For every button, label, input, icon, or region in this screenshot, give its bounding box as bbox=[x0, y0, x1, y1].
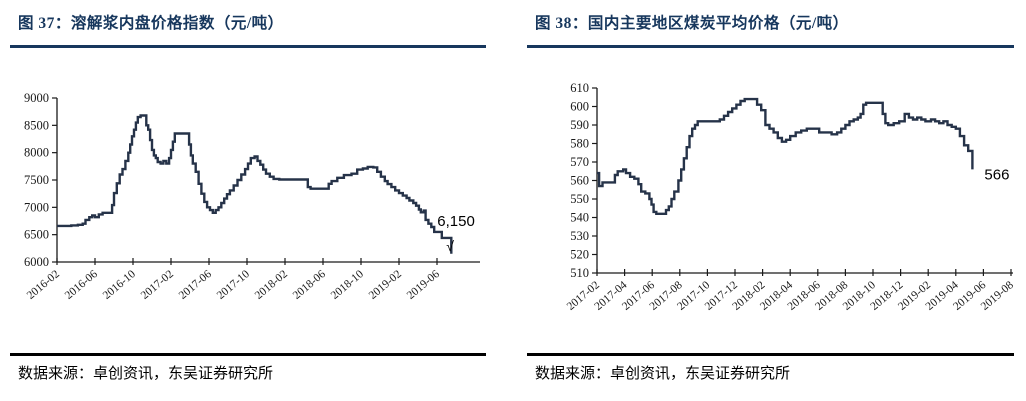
source-divider bbox=[10, 353, 486, 356]
x-tick-label: 2017-10 bbox=[215, 268, 252, 302]
y-tick-label: 7000 bbox=[24, 200, 49, 214]
y-tick-label: 520 bbox=[570, 248, 589, 262]
y-tick-label: 530 bbox=[570, 229, 589, 243]
y-tick-label: 540 bbox=[570, 211, 589, 225]
y-tick-label: 8500 bbox=[24, 118, 49, 132]
y-tick-label: 510 bbox=[570, 266, 589, 280]
title-divider bbox=[10, 45, 486, 48]
x-tick-label: 2016-10 bbox=[101, 268, 138, 302]
y-tick-label: 9000 bbox=[24, 91, 49, 105]
x-tick-label: 2016-06 bbox=[63, 268, 100, 302]
pulp-price-chart-area: 6000 6500 7000 7500 8000 8500 9000 2016-02 2016-… bbox=[10, 55, 486, 352]
title-divider bbox=[527, 45, 1014, 48]
figure-37-panel: 图 37：溶解浆内盘价格指数（元/吨） 6000 6500 7000 7500 8000… bbox=[10, 0, 486, 401]
data-source-text: 数据来源：卓创资讯，东吴证券研究所 bbox=[535, 366, 791, 382]
x-tick-label: 2017-06 bbox=[177, 268, 214, 302]
y-tick-label: 570 bbox=[570, 155, 589, 169]
coal-price-chart-area: 510 520 530 540 550 560 570 580 590 600 610 2017-02… bbox=[527, 55, 1016, 352]
y-tick-label: 6500 bbox=[24, 228, 49, 242]
figure-title: 图 37：溶解浆内盘价格指数（元/吨） bbox=[18, 15, 284, 32]
y-tick-label: 580 bbox=[570, 137, 589, 151]
source-divider bbox=[527, 353, 1014, 356]
y-tick-label: 560 bbox=[570, 174, 589, 188]
y-tick-label: 610 bbox=[570, 81, 589, 95]
y-tick-label: 8000 bbox=[24, 146, 49, 160]
x-tick-label: 2016-02 bbox=[25, 268, 62, 302]
y-tick-label: 7500 bbox=[24, 173, 49, 187]
coal-price-line-chart: 5105205305405505605705805906006102017-02… bbox=[565, 81, 1016, 313]
series-line bbox=[597, 97, 974, 215]
y-tick-label: 6000 bbox=[24, 255, 49, 269]
y-tick-label: 600 bbox=[570, 100, 589, 114]
figure-38-panel: 图 38：国内主要地区煤炭平均价格（元/吨） 510 520 530 540 550 56… bbox=[527, 0, 1016, 401]
value-annotation: √ bbox=[446, 238, 454, 254]
series-line bbox=[57, 114, 453, 254]
x-tick-label: 2018-10 bbox=[329, 268, 366, 302]
x-tick-label: 2018-06 bbox=[291, 268, 328, 302]
figure-title: 图 38：国内主要地区煤炭平均价格（元/吨） bbox=[535, 15, 849, 32]
value-annotation: 6,150 bbox=[437, 213, 475, 230]
y-tick-label: 590 bbox=[570, 118, 589, 132]
x-tick-label: 2019-02 bbox=[367, 268, 404, 302]
y-tick-label: 550 bbox=[570, 192, 589, 206]
data-source-text: 数据来源：卓创资讯，东吴证券研究所 bbox=[18, 366, 274, 382]
x-tick-label: 2017-02 bbox=[139, 268, 176, 302]
x-tick-label: 2018-02 bbox=[253, 268, 290, 302]
x-tick-label: 2019-06 bbox=[405, 268, 442, 302]
value-annotation: 566 bbox=[984, 166, 1009, 183]
